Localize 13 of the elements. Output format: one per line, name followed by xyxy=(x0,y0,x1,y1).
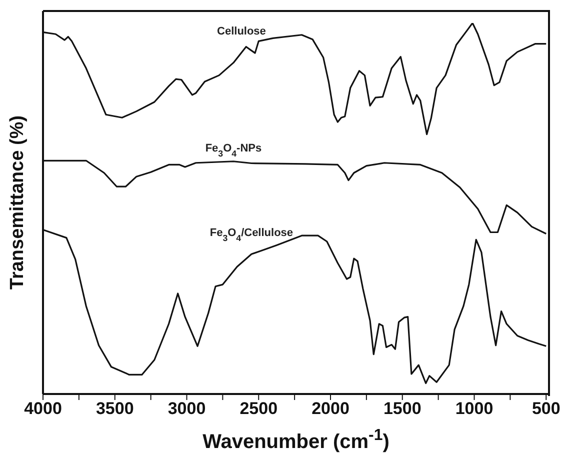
series-label: Fe$_{3}$O$_{4}$/Cellulose xyxy=(210,227,294,244)
x-tick-label: 3000 xyxy=(168,399,206,418)
x-tick-label: 2000 xyxy=(312,399,350,418)
series-label: Fe$_{3}$O$_{4}$-NPs xyxy=(205,142,262,158)
y-axis-title: Transemittance (%) xyxy=(7,115,28,290)
x-tick-label: 4000 xyxy=(24,399,62,418)
x-tick-label: 2500 xyxy=(240,399,278,418)
x-tick-label: 1500 xyxy=(383,399,422,418)
x-tick-label: 3500 xyxy=(96,399,134,418)
x-axis-title: Wavenumber (cm$^{-1}$) xyxy=(202,426,390,453)
x-tick-label: 1000 xyxy=(455,399,494,418)
series-label: Cellulose xyxy=(217,26,266,38)
x-tick-label: 500 xyxy=(532,399,560,418)
